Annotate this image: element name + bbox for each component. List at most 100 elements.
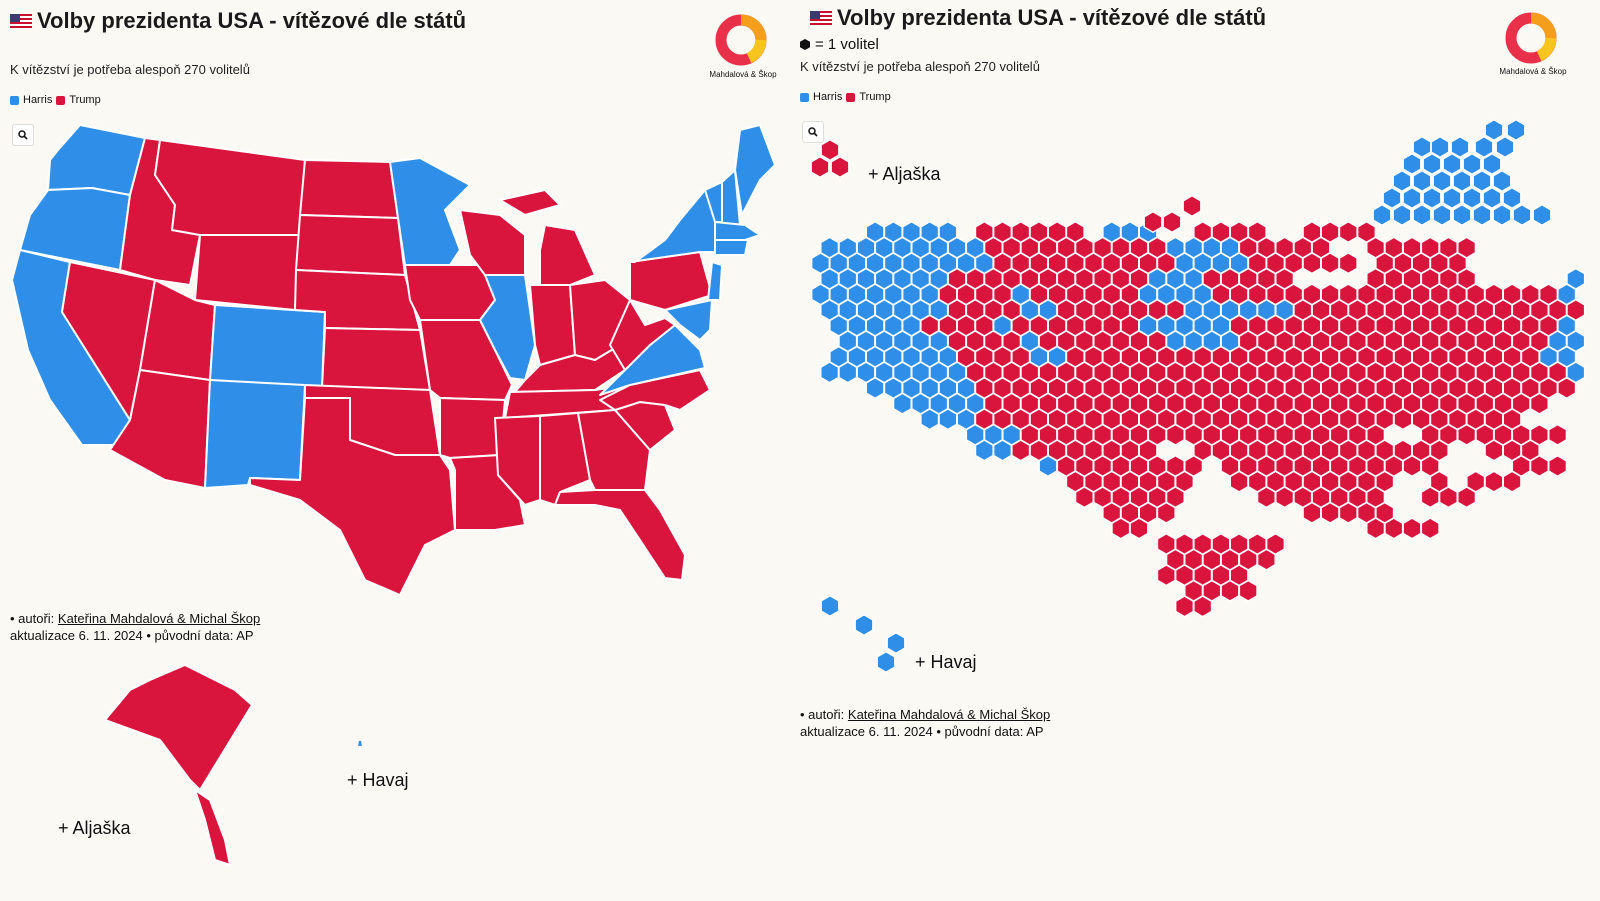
us-flag-icon bbox=[810, 11, 832, 25]
elector-hex-harris bbox=[1402, 186, 1422, 210]
authors-link[interactable]: Kateřina Mahdalová & Michal Škop bbox=[847, 707, 1051, 722]
state-west-virginia[interactable] bbox=[609, 299, 676, 371]
elector-hex-harris bbox=[865, 376, 885, 400]
state-minnesota[interactable] bbox=[389, 157, 471, 266]
elector-hex-harris bbox=[992, 439, 1013, 462]
state-washington[interactable] bbox=[47, 124, 146, 196]
alaska-label: + Aljaška bbox=[58, 818, 131, 838]
state-illinois[interactable] bbox=[479, 274, 536, 381]
title-row: Volby prezidenta USA - vítězové dle stát… bbox=[810, 5, 1266, 31]
elector-hex-trump bbox=[1162, 210, 1182, 234]
elector-hex-trump bbox=[1275, 486, 1295, 509]
state-iowa[interactable] bbox=[404, 264, 496, 321]
state-texas[interactable] bbox=[249, 397, 456, 596]
elector-hex-trump bbox=[1438, 486, 1458, 509]
state-connecticut-ri[interactable] bbox=[714, 239, 749, 256]
elector-hex-harris bbox=[1492, 169, 1512, 193]
elector-hex-harris bbox=[1462, 186, 1482, 210]
us-geographic-map bbox=[11, 124, 776, 866]
elector-hex-trump bbox=[1557, 376, 1577, 400]
unit-note-text: = 1 volitel bbox=[815, 36, 879, 53]
elector-hex-trump bbox=[1457, 486, 1477, 509]
hexagon-icon bbox=[800, 39, 810, 50]
state-wyoming[interactable] bbox=[194, 234, 301, 311]
hawaii-label: + Havaj bbox=[347, 770, 409, 790]
elector-hex-harris bbox=[1474, 135, 1494, 159]
subtitle: K vítězství je potřeba alespoň 270 volit… bbox=[800, 59, 1040, 74]
state-maine[interactable] bbox=[734, 124, 776, 216]
hex-cartogram-panel: Volby prezidenta USA - vítězové dle stát… bbox=[800, 0, 1600, 901]
state-michigan[interactable] bbox=[539, 224, 596, 286]
state-new-mexico[interactable] bbox=[204, 379, 306, 489]
alaska-label: + Aljaška bbox=[868, 164, 941, 184]
state-colorado[interactable] bbox=[209, 304, 326, 389]
elector-hex-harris bbox=[920, 408, 940, 431]
hawaii-label: + Havaj bbox=[915, 652, 977, 672]
state-florida[interactable] bbox=[554, 489, 686, 581]
elector-hex-trump bbox=[1302, 252, 1322, 275]
elector-hex-harris bbox=[1422, 186, 1442, 210]
logo-text: Mahdalová & Škop bbox=[1499, 67, 1567, 76]
credits-prefix: • autoři: bbox=[10, 611, 58, 626]
elector-hex-trump bbox=[1220, 579, 1240, 602]
update-line: aktualizace 6. 11. 2024 • původní data: … bbox=[10, 628, 254, 643]
authors-link[interactable]: Kateřina Mahdalová & Michal Škop bbox=[57, 611, 261, 626]
elector-hex-trump bbox=[1393, 408, 1413, 431]
elector-hex-harris bbox=[1484, 118, 1504, 142]
state-massachusetts[interactable] bbox=[714, 221, 761, 241]
state-indiana[interactable] bbox=[529, 284, 576, 366]
logo-text: Mahdalová & Škop bbox=[709, 70, 777, 79]
elector-hex-hawaii bbox=[820, 594, 840, 618]
elector-hex-trump bbox=[1193, 595, 1213, 618]
zoom-button[interactable] bbox=[12, 124, 34, 146]
elector-hex-harris bbox=[1402, 152, 1422, 176]
elector-hex-harris bbox=[820, 361, 840, 384]
elector-hex-harris bbox=[1462, 152, 1482, 176]
elector-hex-trump bbox=[1302, 501, 1322, 524]
elector-hex-harris bbox=[1452, 169, 1472, 193]
state-north-dakota[interactable] bbox=[299, 159, 399, 219]
state-hawaii[interactable] bbox=[356, 739, 364, 748]
state-new-york[interactable] bbox=[629, 189, 716, 263]
legend-label-harris: Harris bbox=[813, 91, 843, 103]
state-montana[interactable] bbox=[154, 139, 306, 236]
elector-hex-harris bbox=[1532, 203, 1552, 227]
mahdalova-skop-logo bbox=[1505, 12, 1557, 64]
elector-hex-harris bbox=[1442, 186, 1462, 210]
elector-hex-trump bbox=[1011, 439, 1031, 462]
elector-hex-trump bbox=[1502, 470, 1522, 493]
elector-hex-harris bbox=[974, 439, 994, 462]
legend-label-trump: Trump bbox=[69, 94, 101, 106]
credits: • autoři: Kateřina Mahdalová & Michal Šk… bbox=[10, 610, 260, 644]
state-south-dakota[interactable] bbox=[295, 214, 406, 276]
elector-hex-trump bbox=[1402, 517, 1422, 540]
zoom-button[interactable] bbox=[802, 121, 824, 143]
title-row: Volby prezidenta USA - vítězové dle stát… bbox=[10, 8, 466, 34]
state-new-jersey[interactable] bbox=[707, 261, 723, 301]
elector-hex-harris bbox=[1495, 135, 1515, 159]
state-alaska-panhandle[interactable] bbox=[194, 789, 231, 866]
legend-swatch-trump bbox=[56, 95, 66, 105]
elector-hex-harris bbox=[1512, 203, 1532, 227]
elector-hex-trump bbox=[1129, 517, 1149, 540]
elector-hex-harris bbox=[1472, 203, 1492, 227]
elector-hex-trump bbox=[1320, 501, 1340, 524]
state-mississippi[interactable] bbox=[494, 415, 541, 506]
state-michigan-up[interactable] bbox=[499, 189, 561, 216]
us-hex-cartogram bbox=[810, 118, 1586, 674]
elector-hex-trump bbox=[1529, 454, 1549, 478]
elector-hex-trump bbox=[1484, 470, 1504, 493]
elector-hex-trump bbox=[1156, 501, 1176, 524]
elector-hex-trump bbox=[1366, 517, 1386, 540]
mahdalova-skop-logo bbox=[715, 14, 767, 66]
us-flag-icon bbox=[10, 14, 32, 28]
credits: • autoři: Kateřina Mahdalová & Michal Šk… bbox=[800, 706, 1050, 740]
state-delaware-maryland[interactable] bbox=[664, 299, 713, 341]
elector-hex-trump bbox=[1256, 486, 1276, 509]
elector-hex-harris bbox=[938, 408, 958, 431]
update-line: aktualizace 6. 11. 2024 • původní data: … bbox=[800, 724, 1044, 739]
state-kansas[interactable] bbox=[321, 327, 431, 391]
state-alaska[interactable] bbox=[104, 664, 253, 791]
elector-hex-harris bbox=[1382, 186, 1402, 210]
elector-hex-harris bbox=[1372, 203, 1392, 227]
